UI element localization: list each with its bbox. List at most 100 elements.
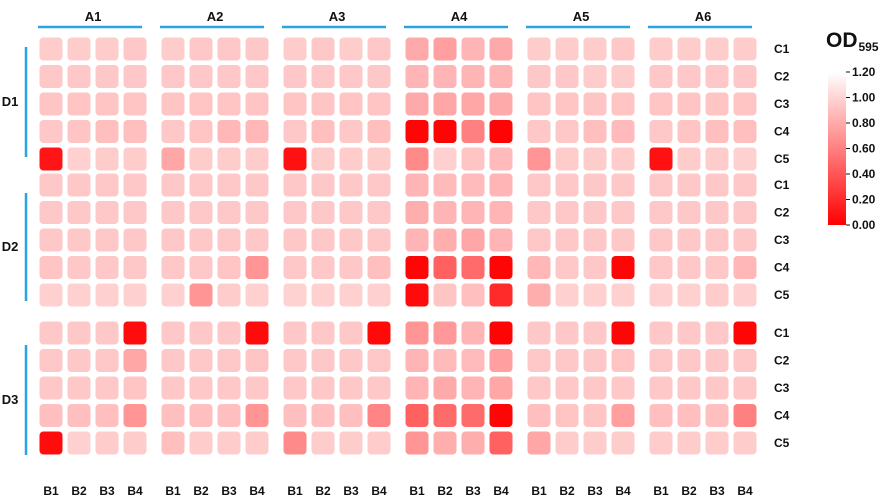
group-brackets <box>24 25 752 455</box>
heatmap-cell <box>367 173 391 197</box>
heatmap-cell <box>217 349 241 372</box>
heatmap-cell <box>611 201 635 224</box>
heatmap-cell <box>583 201 607 224</box>
heatmap-cell <box>123 376 147 400</box>
heatmap-cell <box>123 201 147 224</box>
heatmap-cell <box>489 37 513 61</box>
heatmap-cell <box>649 37 673 61</box>
heatmap-cell <box>733 321 757 345</box>
heatmap-cell <box>705 404 729 427</box>
heatmap-cell <box>433 376 457 400</box>
column-label: B1 <box>287 484 303 498</box>
heatmap-cell <box>677 37 701 61</box>
heatmap-cell <box>217 228 241 252</box>
heatmap-cell <box>217 283 241 307</box>
heatmap-cell <box>123 283 147 307</box>
colorbar-tick-label: 0.20 <box>852 193 876 207</box>
heatmap-cell <box>95 147 119 171</box>
heatmap-cell <box>733 431 757 455</box>
heatmap-cell <box>161 201 185 224</box>
heatmap-cell <box>283 65 307 88</box>
heatmap-cell <box>123 65 147 88</box>
heatmap-cell <box>67 256 91 279</box>
heatmap-cell <box>283 37 307 61</box>
heatmap-cell <box>95 201 119 224</box>
heatmap-cell <box>733 283 757 307</box>
heatmap-cell <box>611 321 635 345</box>
heatmap-cells <box>39 37 757 455</box>
heatmap-cell <box>461 120 485 143</box>
heatmap-cell <box>705 37 729 61</box>
heatmap-cell <box>67 173 91 197</box>
heatmap-cell <box>527 92 551 116</box>
heatmap-cell <box>95 92 119 116</box>
heatmap-cell <box>583 404 607 427</box>
heatmap-cell <box>39 92 63 116</box>
heatmap-cell <box>245 92 269 116</box>
heatmap-cell <box>189 349 213 372</box>
heatmap-cell <box>555 321 579 345</box>
heatmap-cell <box>339 431 363 455</box>
heatmap-cell <box>733 228 757 252</box>
heatmap-cell <box>733 349 757 372</box>
row-label: C3 <box>774 97 790 111</box>
heatmap-cell <box>339 65 363 88</box>
column-label: B3 <box>465 484 481 498</box>
heatmap-cell <box>677 201 701 224</box>
heatmap-cell <box>245 256 269 279</box>
heatmap-cell <box>611 283 635 307</box>
heatmap-cell <box>527 201 551 224</box>
heatmap-cell <box>217 321 241 345</box>
heatmap-cell <box>583 147 607 171</box>
heatmap-cell <box>283 404 307 427</box>
heatmap-cell <box>67 376 91 400</box>
heatmap-cell <box>189 283 213 307</box>
heatmap-cell <box>217 201 241 224</box>
column-label: B3 <box>587 484 603 498</box>
heatmap-cell <box>67 65 91 88</box>
heatmap-cell <box>555 92 579 116</box>
heatmap-cell <box>677 228 701 252</box>
heatmap-cell <box>161 65 185 88</box>
heatmap-cell <box>283 321 307 345</box>
heatmap-cell <box>489 376 513 400</box>
heatmap-cell <box>367 201 391 224</box>
heatmap-cell <box>245 228 269 252</box>
heatmap-cell <box>527 321 551 345</box>
heatmap-cell <box>555 173 579 197</box>
heatmap-cell <box>311 65 335 88</box>
heatmap-cell <box>217 256 241 279</box>
heatmap-cell <box>189 404 213 427</box>
heatmap-cell <box>39 65 63 88</box>
heatmap-cell <box>583 349 607 372</box>
heatmap-cell <box>649 92 673 116</box>
heatmap-cell <box>433 228 457 252</box>
heatmap-cell <box>433 321 457 345</box>
heatmap-cell <box>189 65 213 88</box>
heatmap-cell <box>339 349 363 372</box>
heatmap-cell <box>95 173 119 197</box>
heatmap-cell <box>161 283 185 307</box>
heatmap-cell <box>461 201 485 224</box>
heatmap-cell <box>189 37 213 61</box>
column-label: B1 <box>43 484 59 498</box>
colorbar-gradient <box>828 72 846 225</box>
heatmap-cell <box>161 173 185 197</box>
heatmap-cell <box>67 228 91 252</box>
heatmap-cell <box>95 404 119 427</box>
heatmap-cell <box>649 349 673 372</box>
heatmap-cell <box>611 92 635 116</box>
heatmap-cell <box>583 120 607 143</box>
heatmap-cell <box>649 228 673 252</box>
heatmap-cell <box>677 92 701 116</box>
heatmap-cell <box>283 92 307 116</box>
heatmap-cell <box>405 349 429 372</box>
heatmap-cell <box>527 349 551 372</box>
heatmap-cell <box>367 65 391 88</box>
heatmap-cell <box>405 173 429 197</box>
column-label: B1 <box>409 484 425 498</box>
heatmap-cell <box>123 404 147 427</box>
heatmap-cell <box>189 431 213 455</box>
heatmap-cell <box>95 431 119 455</box>
heatmap-cell <box>123 431 147 455</box>
